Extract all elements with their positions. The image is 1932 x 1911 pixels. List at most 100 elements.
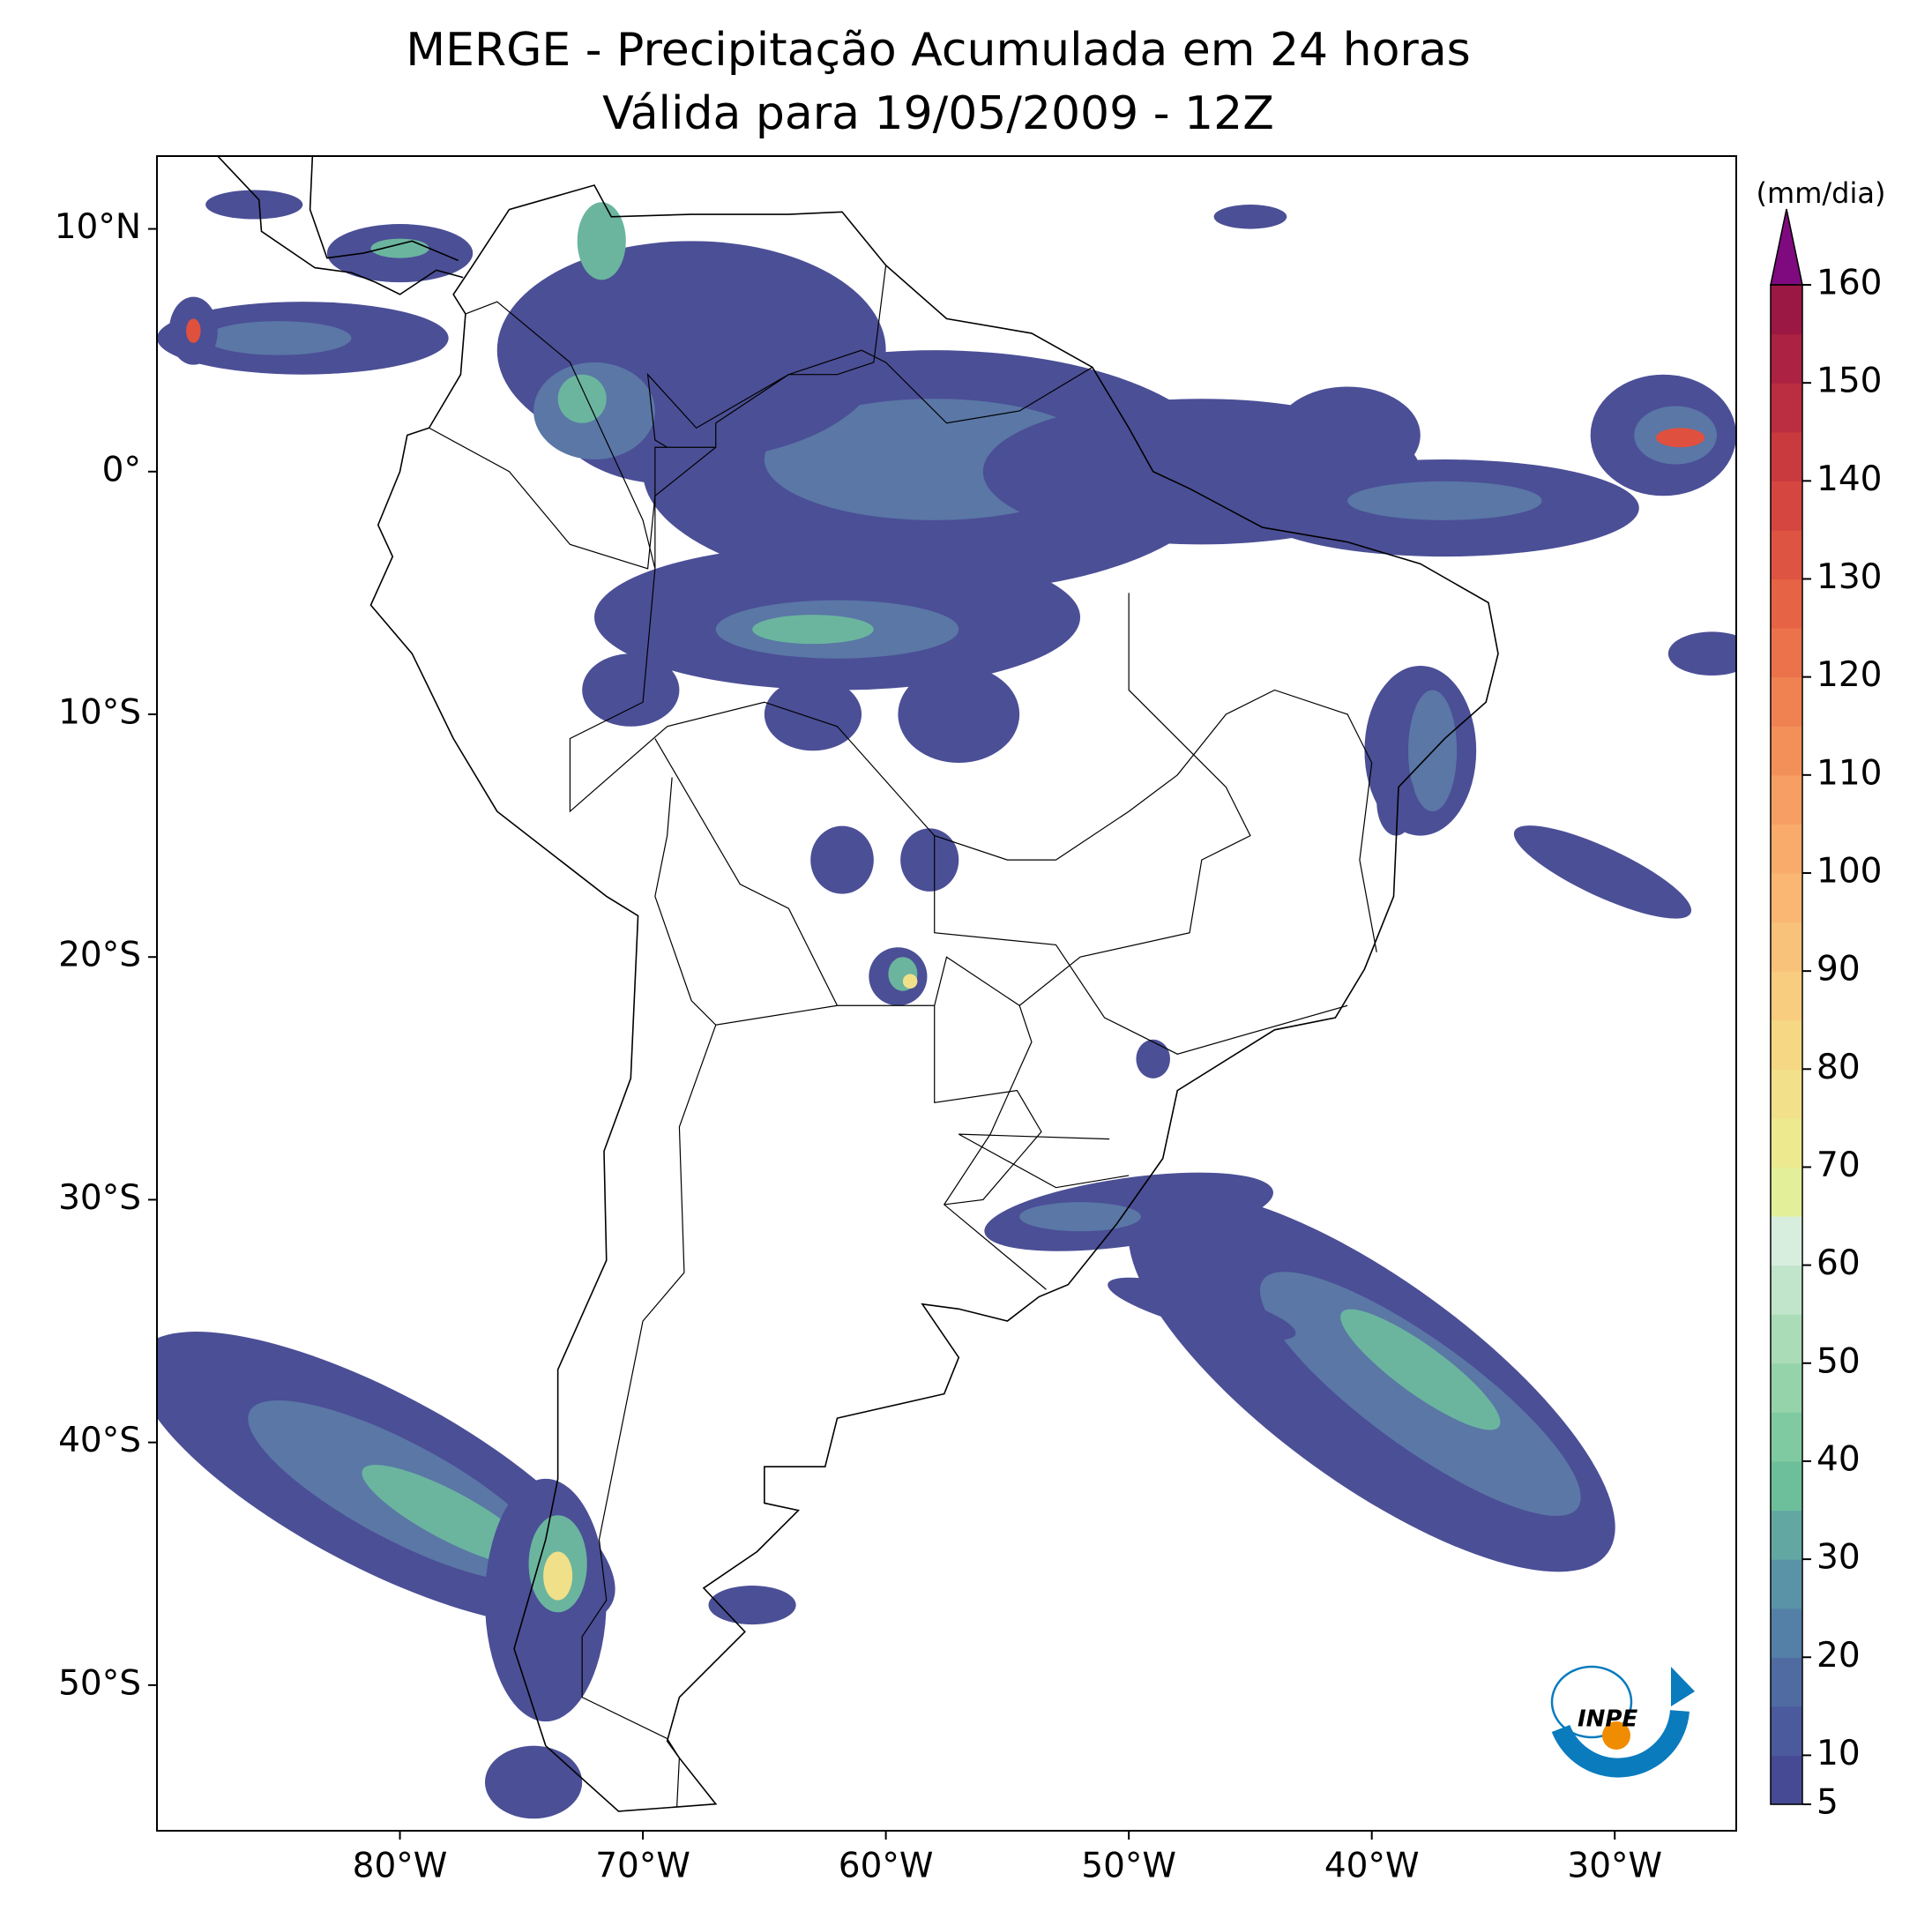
map-area [157, 156, 1736, 1819]
colorbar-tick-label: 150 [1816, 362, 1882, 401]
x-tick-label: 80°W [353, 1847, 448, 1886]
precip-area [1136, 1039, 1170, 1079]
colorbar-band [1771, 1069, 1802, 1119]
precip-area [370, 238, 429, 258]
coastline [310, 156, 459, 260]
precip-area [898, 665, 1020, 764]
precip-area [577, 202, 626, 280]
y-tick-label: 30°S [58, 1178, 141, 1218]
precip-area [582, 653, 680, 727]
border [466, 265, 886, 569]
precip-area [1656, 428, 1705, 448]
colorbar-band [1771, 529, 1802, 580]
colorbar-tick-label: 140 [1816, 459, 1882, 499]
colorbar-band [1771, 726, 1802, 776]
axes: 80°W 70°W 60°W 50°W 40°W 30°W 10°N 0° 10°S 20°S 30… [55, 207, 1662, 1885]
precip-area [1340, 1309, 1501, 1430]
colorbar-tick-label: 110 [1816, 753, 1882, 793]
colorbar-band [1771, 824, 1802, 874]
colorbar-tick-label: 20 [1816, 1636, 1861, 1676]
coastline [218, 156, 463, 295]
colorbar-band [1771, 383, 1802, 433]
colorbar-tick-label: 10 [1816, 1734, 1861, 1773]
border [582, 1025, 716, 1806]
colorbar-tick-label: 50 [1816, 1341, 1861, 1381]
colorbar-tick-label: 80 [1816, 1048, 1861, 1087]
precip-area [752, 615, 874, 645]
precip-area [1108, 1277, 1296, 1340]
logo-text: INPE [1578, 1706, 1637, 1733]
colorbar-band [1771, 431, 1802, 481]
border [648, 350, 1093, 447]
precip-area [362, 1465, 535, 1566]
colorbar-tick-label: 130 [1816, 557, 1882, 597]
colorbar-extend [1770, 208, 1803, 286]
precip-area [1667, 631, 1736, 676]
borders [429, 265, 1377, 1807]
colorbar-band [1771, 1608, 1802, 1658]
coastline [370, 185, 1497, 1811]
precip-area [205, 321, 352, 355]
x-tick-label: 30°W [1567, 1847, 1662, 1886]
y-tick-label: 40°S [58, 1421, 141, 1460]
colorbar-label: (mm/dia) [1757, 176, 1886, 210]
colorbar-band [1771, 1460, 1802, 1512]
precip-area [205, 190, 303, 220]
border [655, 739, 1047, 1290]
precip-area [764, 677, 862, 751]
colorbar-band [1771, 1755, 1802, 1805]
x-tick-label: 40°W [1324, 1847, 1420, 1886]
colorbar-tick-label: 40 [1816, 1439, 1861, 1479]
colorbar-band [1771, 1706, 1802, 1757]
colorbar-band [1771, 1362, 1802, 1413]
border [429, 428, 716, 569]
colorbar-band [1771, 1167, 1802, 1217]
precip-area [900, 828, 959, 892]
logo: INPE [1550, 1665, 1695, 1778]
border [959, 1134, 1129, 1188]
colorbar-tick-label: 30 [1816, 1538, 1861, 1578]
colorbar-band [1771, 676, 1802, 727]
colorbar-band [1771, 1216, 1802, 1266]
y-tick-label: 0° [102, 450, 141, 489]
colorbar-band [1771, 1117, 1802, 1168]
border [935, 1005, 1041, 1205]
plot-frame [156, 155, 1737, 1832]
y-tick-label: 10°S [58, 693, 141, 733]
colorbar-band [1771, 1019, 1802, 1070]
title: MERGE - Precipitação Acumulada em 24 hor… [406, 24, 1471, 77]
x-tick-label: 60°W [839, 1847, 934, 1886]
colorbar-tick-label: 90 [1816, 950, 1861, 989]
colorbar-tick-label: 120 [1816, 655, 1882, 695]
x-tick-label: 70°W [595, 1847, 690, 1886]
colorbar-tick-label: 5 [1816, 1783, 1839, 1823]
colorbar-band [1771, 872, 1802, 923]
colorbar-band [1771, 1559, 1802, 1609]
precip-area [1213, 205, 1287, 229]
colorbar-band [1771, 481, 1802, 531]
colorbar-band [1771, 285, 1802, 335]
precip-area [484, 1745, 583, 1819]
precip-area [1274, 386, 1421, 484]
precip-area [1376, 767, 1416, 836]
border [655, 778, 838, 1026]
precip-area [810, 825, 874, 894]
precip-area [1347, 481, 1542, 520]
y-tick-label: 50°S [58, 1663, 141, 1703]
colorbar-band [1771, 971, 1802, 1021]
colorbar-band [1771, 579, 1802, 629]
precip-area [902, 974, 918, 989]
border [1019, 593, 1250, 1005]
border [935, 836, 1347, 1055]
colorbar-band [1771, 1265, 1802, 1315]
subtitle: Válida para 19/05/2009 - 12Z [602, 87, 1274, 140]
colorbar-frame [1770, 284, 1803, 1805]
colorbar-tick-label: 160 [1816, 264, 1882, 303]
y-tick-label: 20°S [58, 936, 141, 975]
colorbar-band [1771, 922, 1802, 972]
colorbar-tick-label: 60 [1816, 1243, 1861, 1283]
precip-area [543, 1551, 573, 1601]
precip-area [186, 318, 201, 343]
colorbar-band [1771, 628, 1802, 678]
